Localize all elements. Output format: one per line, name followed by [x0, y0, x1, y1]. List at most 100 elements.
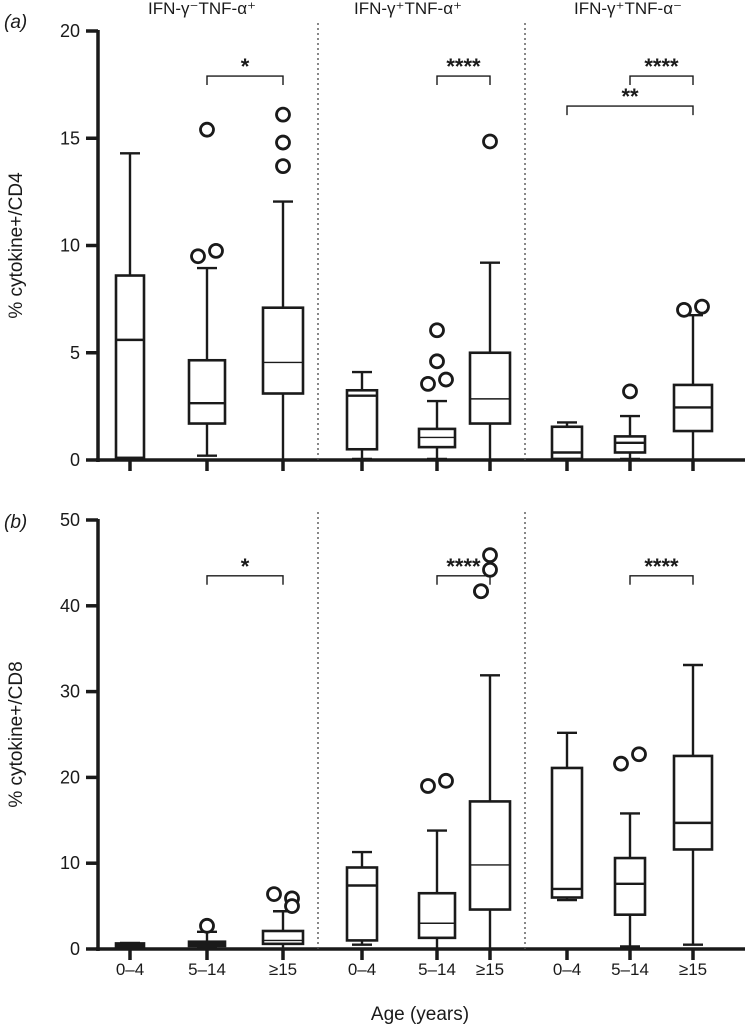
panel-label: (b): [4, 512, 27, 533]
y-axis-label: % cytokine+/CD8: [6, 661, 27, 807]
box-body: [261, 306, 305, 395]
significance-label: ****: [446, 554, 481, 579]
x-tick-label: ≥15: [269, 960, 297, 979]
y-tick-label: 30: [60, 682, 80, 702]
outlier-point: [613, 755, 629, 772]
group-title-1: IFN-γ⁻TNF-α⁺: [148, 0, 256, 18]
box-body: [550, 425, 584, 461]
box-7: [550, 731, 584, 902]
outlier-point: [199, 917, 215, 934]
box-body: [468, 351, 512, 425]
y-tick-label: 0: [70, 450, 80, 470]
significance-label: ****: [644, 554, 679, 579]
outlier-point: [438, 371, 454, 388]
box-body: [550, 766, 584, 899]
box-1: [114, 152, 146, 461]
significance-label: ****: [644, 54, 679, 79]
box-6: [468, 133, 512, 462]
box-4: [345, 370, 379, 461]
box-body: [613, 856, 647, 916]
y-tick-label: 5: [70, 343, 80, 363]
panel-b-cd8: 0 10 20 30 40 50 0–4 5–14 ≥15 0–4 5–14 ≥15 0–4 5–14 ≥1…: [4, 510, 745, 979]
outlier-point: [622, 383, 638, 400]
significance-bracket: [206, 575, 284, 585]
panel-label: (a): [4, 12, 27, 33]
box-2: [187, 121, 227, 457]
box-6: [468, 547, 512, 951]
outlier-point: [429, 353, 445, 370]
outlier-point: [420, 375, 436, 392]
outlier-point: [473, 583, 489, 600]
box-3: [261, 106, 305, 462]
x-axis-label: Age (years): [371, 1004, 469, 1025]
outlier-point: [275, 106, 291, 123]
box-body: [468, 800, 512, 911]
x-tick-label: 5–14: [188, 960, 226, 979]
outlier-point: [438, 772, 454, 789]
box-5: [417, 772, 457, 951]
y-tick-label: 15: [60, 128, 80, 148]
box-3: [261, 886, 305, 951]
group-title-3: IFN-γ⁺TNF-α⁻: [574, 0, 682, 18]
outlier-point: [420, 778, 436, 794]
y-tick-label: 10: [60, 236, 80, 256]
outlier-point: [275, 134, 291, 151]
box-body: [417, 891, 457, 940]
outlier-point: [694, 298, 710, 315]
x-tick-label: 0–4: [116, 960, 144, 979]
box-body: [261, 929, 305, 946]
y-tick-label: 20: [60, 21, 80, 41]
box-body: [187, 358, 227, 425]
outlier-point: [482, 561, 498, 578]
significance-label: *: [241, 554, 250, 579]
box-1: [114, 941, 146, 950]
significance-label: ****: [446, 54, 481, 79]
significance-label: **: [621, 84, 639, 109]
group-title-2: IFN-γ⁺TNF-α⁺: [354, 0, 462, 18]
y-tick-label: 50: [60, 510, 80, 530]
box-body: [672, 754, 714, 851]
significance-bracket: [436, 575, 491, 585]
box-body: [345, 866, 379, 942]
y-tick-label: 20: [60, 767, 80, 787]
x-tick-label: ≥15: [476, 960, 504, 979]
outlier-point: [275, 158, 291, 175]
significance-bracket: [629, 75, 694, 86]
outlier-point: [676, 301, 692, 318]
outlier-point: [284, 898, 300, 914]
outlier-point: [190, 248, 206, 265]
box-5: [417, 322, 457, 461]
outlier-point: [429, 322, 445, 339]
y-axis-label: % cytokine+/CD4: [6, 172, 27, 319]
outlier-point: [631, 746, 647, 763]
x-tick-label: 5–14: [418, 960, 456, 979]
box-body: [613, 435, 647, 454]
significance-bracket: [436, 75, 491, 86]
y-tick-label: 40: [60, 596, 80, 616]
x-tick-label: 0–4: [553, 960, 581, 979]
box-9: [672, 298, 714, 462]
significance-label: *: [241, 54, 250, 79]
box-8: [613, 383, 647, 461]
box-9: [672, 663, 714, 946]
box-7: [550, 421, 584, 462]
x-tick-label: ≥15: [679, 960, 707, 979]
outlier-point: [208, 242, 224, 259]
y-tick-label: 0: [70, 939, 80, 959]
outlier-point: [482, 547, 498, 564]
box-8: [613, 746, 647, 948]
outlier-point: [199, 121, 215, 138]
significance-bracket: [566, 105, 694, 116]
x-tick-label: 5–14: [611, 960, 649, 979]
box-body: [114, 274, 146, 460]
box-4: [345, 850, 379, 946]
significance-bracket: [206, 75, 284, 86]
y-tick-label: 10: [60, 853, 80, 873]
box-2: [187, 917, 227, 950]
x-tick-label: 0–4: [348, 960, 376, 979]
outlier-point: [266, 886, 282, 902]
significance-bracket: [629, 575, 694, 585]
outlier-point: [482, 133, 498, 150]
